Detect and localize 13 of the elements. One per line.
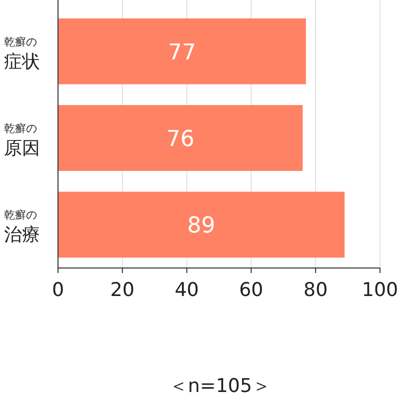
x-tick-label: 40 — [174, 279, 199, 301]
x-tick-label: 100 — [362, 279, 398, 301]
text: ＜n=105＞ — [168, 375, 272, 397]
data-label: 77 — [168, 40, 196, 66]
y-tick-label: 乾癬の治療 — [4, 208, 40, 246]
data-label: 76 — [166, 127, 194, 152]
x-tick-label: 60 — [239, 279, 264, 301]
x-tick-label: 80 — [304, 279, 328, 301]
data-label: 89 — [187, 214, 216, 239]
x-tick-label: 0 — [52, 279, 64, 301]
y-tick-label: 乾癬の原因 — [4, 122, 40, 159]
x-tick-label: 20 — [110, 279, 134, 301]
y-tick-label: 乾癬の症状 — [4, 35, 40, 72]
